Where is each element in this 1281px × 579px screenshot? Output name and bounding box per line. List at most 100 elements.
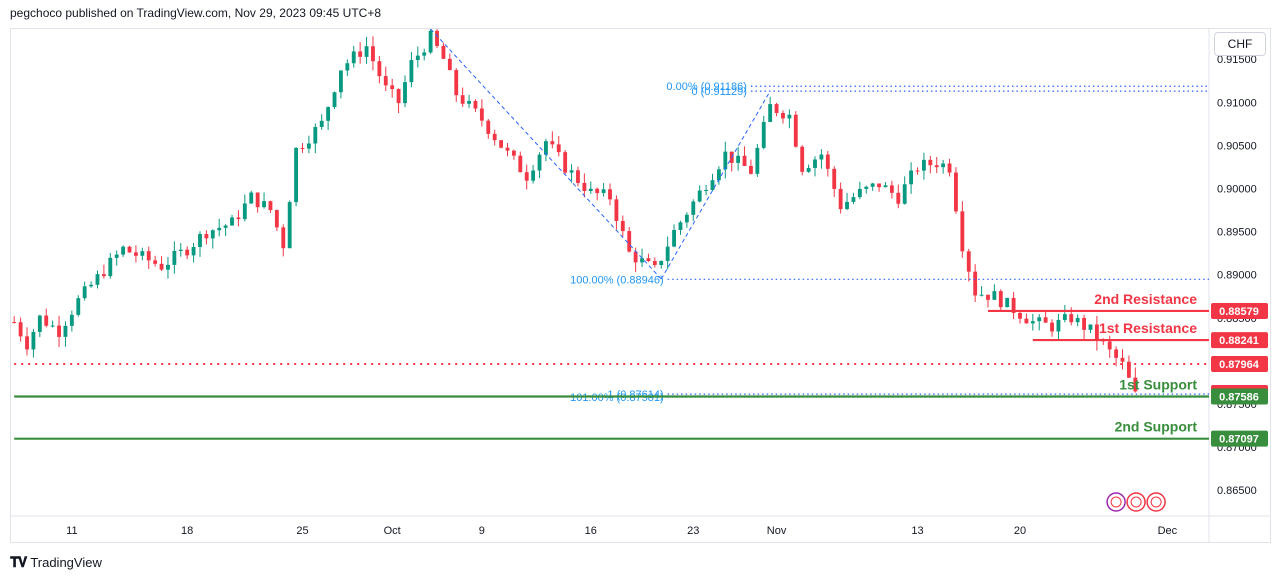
candle-body bbox=[178, 249, 183, 251]
candle-body bbox=[383, 76, 388, 86]
candle-body bbox=[185, 249, 190, 256]
candle-body bbox=[556, 144, 561, 153]
currency-selector[interactable]: CHF bbox=[1214, 32, 1266, 56]
price-axis-badge bbox=[1211, 302, 1268, 319]
price-tick-label: 0.90500 bbox=[1217, 140, 1257, 152]
candle-body bbox=[595, 188, 600, 194]
candle-body bbox=[217, 227, 222, 231]
candle-body bbox=[652, 261, 657, 265]
candle-body bbox=[723, 151, 728, 170]
candle-body bbox=[883, 185, 888, 188]
candle-body bbox=[364, 46, 369, 57]
candle-body bbox=[1030, 321, 1035, 324]
candle-body bbox=[960, 211, 965, 252]
price-tick-label: 0.86500 bbox=[1217, 485, 1257, 497]
candle-body bbox=[857, 188, 862, 198]
time-tick-label: 25 bbox=[296, 525, 308, 537]
candle-body bbox=[813, 159, 817, 168]
candle-body bbox=[146, 251, 151, 261]
price-tick-label: 0.91500 bbox=[1217, 54, 1257, 66]
candle-body bbox=[63, 325, 68, 337]
candle-body bbox=[339, 70, 343, 93]
time-tick-label: Dec bbox=[1158, 525, 1178, 537]
candle-body bbox=[12, 322, 17, 324]
candle-body bbox=[793, 114, 798, 147]
candle-body bbox=[454, 70, 459, 96]
candle-body bbox=[18, 322, 23, 337]
time-tick-label: Nov bbox=[767, 525, 787, 537]
price-tick-label: 0.91000 bbox=[1217, 97, 1257, 109]
price-axis-badge-label: 0.87586 bbox=[1219, 392, 1259, 404]
candle-body bbox=[473, 100, 478, 109]
candle-body bbox=[1050, 322, 1054, 332]
candle-body bbox=[1082, 317, 1086, 330]
flag-icon bbox=[1110, 496, 1122, 508]
candle-body bbox=[697, 190, 702, 202]
candle-body bbox=[588, 188, 593, 192]
candle-body bbox=[409, 60, 414, 83]
candle-body bbox=[326, 107, 331, 121]
candle-body bbox=[954, 172, 958, 212]
publisher-header: pegchoco published on TradingView.com, N… bbox=[10, 6, 382, 20]
candle-body bbox=[1062, 314, 1067, 320]
candle-body bbox=[345, 63, 350, 71]
fib-trendline bbox=[660, 90, 771, 280]
candle-body bbox=[889, 185, 894, 193]
candle-body bbox=[140, 251, 145, 256]
candle-body bbox=[460, 95, 465, 104]
tradingview-logo[interactable]: 𝐓𝐕 TradingView bbox=[10, 554, 102, 571]
time-tick-label: 9 bbox=[479, 525, 485, 537]
candle-body bbox=[89, 284, 94, 287]
candle-body bbox=[37, 315, 42, 332]
candle-body bbox=[403, 82, 407, 104]
candle-body bbox=[896, 192, 901, 204]
candle-body bbox=[441, 45, 446, 59]
time-tick-label: 13 bbox=[911, 525, 923, 537]
economic-event-icon[interactable] bbox=[1126, 492, 1146, 512]
candle-body bbox=[749, 165, 753, 174]
candle-body bbox=[640, 258, 644, 263]
tradingview-logo-icon: 𝐓𝐕 bbox=[10, 554, 27, 570]
candle-body bbox=[531, 170, 536, 181]
candle-body bbox=[1075, 317, 1080, 323]
candle-body bbox=[281, 227, 286, 249]
price-chart[interactable]: 0.865000.870000.875000.880000.885000.890… bbox=[11, 29, 1270, 542]
candle-body bbox=[1088, 324, 1093, 330]
candle-body bbox=[941, 163, 946, 168]
economic-event-icon[interactable] bbox=[1106, 492, 1126, 512]
candle-body bbox=[262, 201, 266, 208]
candle-body bbox=[992, 291, 997, 300]
candle-body bbox=[838, 188, 843, 210]
candle-body bbox=[665, 246, 670, 261]
candle-body bbox=[210, 230, 215, 239]
candle-body bbox=[127, 246, 132, 253]
time-tick-label: 11 bbox=[66, 525, 77, 537]
candle-body bbox=[428, 30, 433, 53]
fib-level-label: 101.00% (0.87581) bbox=[570, 392, 664, 404]
candle-body bbox=[755, 147, 760, 174]
candle-body bbox=[870, 183, 875, 187]
level-name-label: 2nd Support bbox=[1115, 419, 1198, 435]
candle-body bbox=[300, 147, 305, 149]
candle-body bbox=[864, 186, 869, 189]
candle-body bbox=[198, 234, 202, 247]
fib-trendline bbox=[430, 29, 662, 280]
candle-body bbox=[627, 231, 632, 252]
candle-body bbox=[1024, 318, 1029, 324]
candle-body bbox=[768, 104, 773, 122]
price-axis-badge-label: 0.87964 bbox=[1219, 359, 1260, 371]
candle-body bbox=[159, 263, 164, 270]
economic-event-icon[interactable] bbox=[1146, 492, 1166, 512]
candle-body bbox=[121, 246, 126, 255]
chart-frame[interactable]: 0.865000.870000.875000.880000.885000.890… bbox=[10, 28, 1271, 543]
candle-body bbox=[69, 314, 74, 326]
candle-body bbox=[377, 61, 382, 77]
price-axis-badge bbox=[1211, 332, 1268, 349]
candle-body bbox=[467, 100, 471, 104]
candle-body bbox=[524, 172, 529, 181]
candle-body bbox=[537, 154, 542, 171]
candle-body bbox=[915, 170, 920, 172]
candle-body bbox=[736, 155, 741, 163]
candle-body bbox=[973, 271, 978, 296]
fib-level-label: 0 (0.91129) bbox=[691, 86, 746, 98]
